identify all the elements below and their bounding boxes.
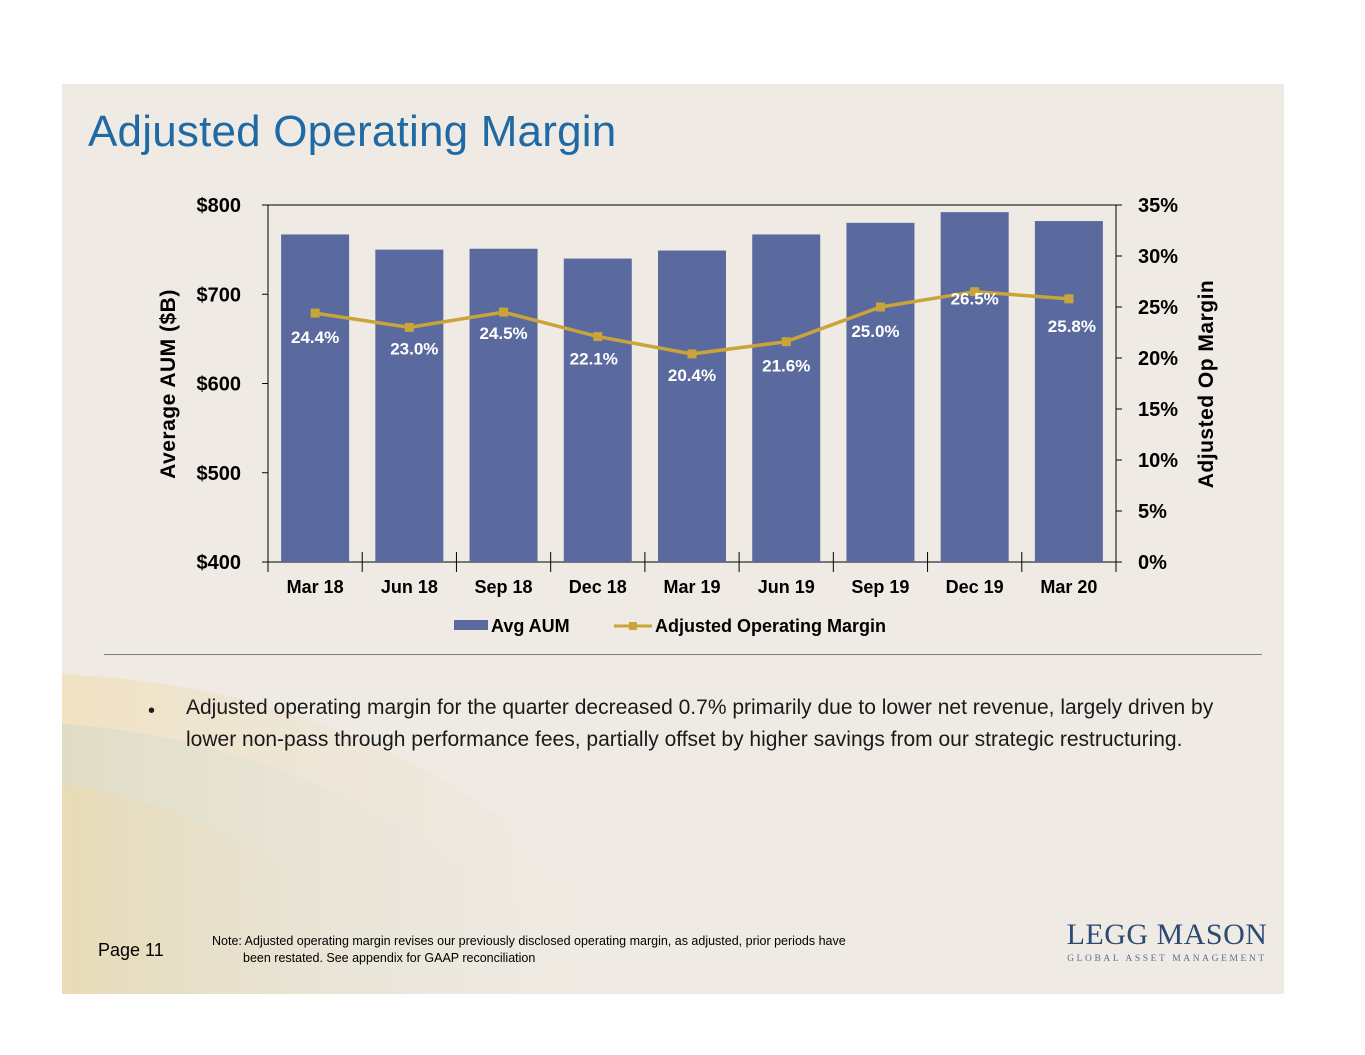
left-tick-label: $500: [197, 463, 242, 485]
margin-data-label: 24.5%: [479, 324, 527, 343]
x-tick-label: Mar 18: [287, 577, 344, 597]
legend-swatch-aum: [454, 620, 488, 630]
legg-mason-logo: LEGG MASON GLOBAL ASSET MANAGEMENT: [1062, 918, 1272, 964]
margin-point: [970, 287, 980, 297]
footnote-line-1: Note: Adjusted operating margin revises …: [212, 934, 846, 948]
x-tick-label: Jun 19: [758, 577, 815, 597]
legend-label-aum: Avg AUM: [491, 616, 570, 636]
margin-point: [781, 337, 791, 347]
x-tick-label: Dec 19: [946, 577, 1004, 597]
margin-data-label: 26.5%: [951, 290, 999, 309]
margin-data-label: 24.4%: [291, 328, 339, 347]
margin-data-label: 23.0%: [390, 339, 438, 358]
footnote: Note: Adjusted operating margin revises …: [212, 933, 1032, 967]
bar-jun-19: [752, 234, 821, 562]
right-tick-label: 0%: [1138, 552, 1167, 574]
x-tick-label: Sep 18: [475, 577, 533, 597]
x-tick-label: Dec 18: [569, 577, 627, 597]
bar-mar-19: [658, 250, 726, 562]
logo-tagline: GLOBAL ASSET MANAGEMENT: [1067, 954, 1267, 964]
margin-point: [499, 307, 509, 317]
margin-point: [1064, 294, 1074, 304]
decorative-swoosh: [62, 674, 702, 994]
bullet-text: Adjusted operating margin for the quarte…: [186, 696, 1214, 751]
margin-data-label: 25.8%: [1048, 317, 1096, 336]
line-series-operating-margin: [310, 287, 1074, 359]
left-tick-label: $800: [197, 195, 242, 217]
bar-jun-18: [375, 249, 444, 562]
x-tick-label: Sep 19: [851, 577, 909, 597]
margin-data-label: 20.4%: [668, 366, 716, 385]
margin-point: [404, 322, 414, 332]
aum-margin-chart: $400 $500 $600 $700 $800 0% 5% 10% 15% 20% 25% 30% 3…: [157, 195, 1218, 636]
margin-point: [687, 349, 697, 359]
bar-sep-18: [469, 248, 538, 563]
left-tick-label: $600: [197, 374, 242, 396]
margin-point: [593, 332, 603, 342]
right-tick-label: 35%: [1138, 195, 1178, 217]
y2-axis-title: Adjusted Op Margin: [1195, 280, 1218, 489]
logo-wordmark: LEGG MASON: [1066, 918, 1268, 951]
x-tick-label: Mar 19: [663, 577, 720, 597]
bar-mar-20: [1034, 221, 1103, 562]
page-title: Adjusted Operating Margin: [88, 107, 617, 156]
chart-text: $400 $500 $600 $700 $800 0% 5% 10% 15% 20% 25% 30% 3…: [157, 195, 1218, 636]
margin-data-label: 21.6%: [762, 357, 810, 376]
right-tick-label: 5%: [1138, 501, 1167, 523]
bullet-marker: •: [148, 700, 156, 722]
bar-mar-18: [281, 234, 350, 562]
footnote-line-2: been restated. See appendix for GAAP rec…: [243, 951, 536, 965]
margin-data-label: 25.0%: [851, 322, 899, 341]
bar-dec-18: [563, 258, 632, 562]
right-tick-label: 15%: [1138, 399, 1178, 421]
bar-series-avg-aum: [281, 212, 1103, 563]
y-axis-title: Average AUM ($B): [157, 289, 180, 479]
legend-label-margin: Adjusted Operating Margin: [655, 616, 886, 636]
divider: [104, 654, 1262, 655]
right-tick-label: 20%: [1138, 348, 1178, 370]
right-tick-label: 30%: [1138, 246, 1178, 268]
left-tick-label: $400: [197, 552, 242, 574]
left-tick-label: $700: [197, 284, 242, 306]
legend-swatch-marker: [629, 622, 637, 630]
bar-sep-19: [846, 222, 915, 562]
x-tick-label: Jun 18: [381, 577, 438, 597]
bar-dec-19: [940, 212, 1009, 562]
margin-data-label: 22.1%: [570, 350, 618, 369]
right-tick-label: 10%: [1138, 450, 1178, 472]
page-number: Page 11: [98, 940, 164, 960]
right-tick-label: 25%: [1138, 297, 1178, 319]
margin-point: [875, 302, 885, 312]
x-tick-label: Mar 20: [1040, 577, 1097, 597]
margin-point: [310, 308, 320, 318]
